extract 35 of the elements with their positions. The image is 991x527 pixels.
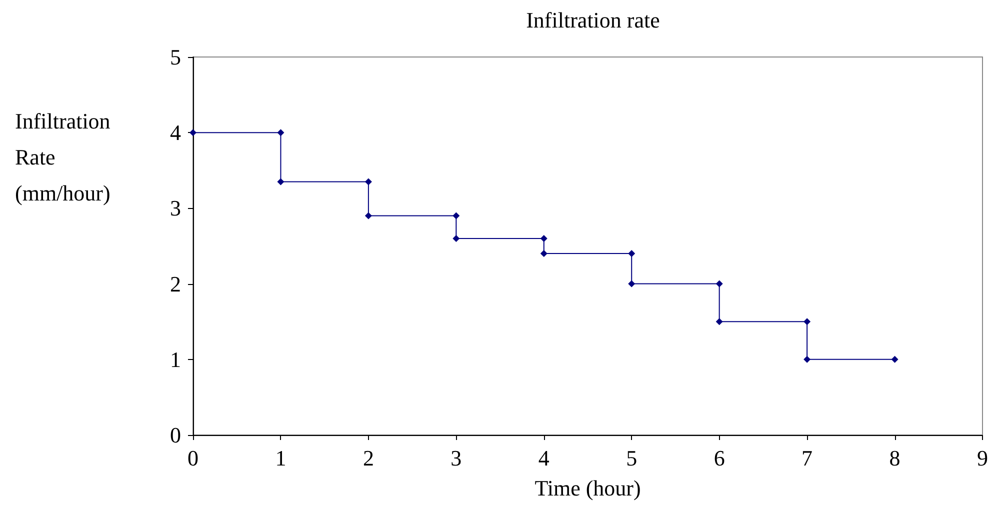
x-tick-label: 5 [626, 446, 638, 470]
point [716, 280, 723, 288]
x-tick-label: 4 [538, 446, 550, 470]
point [891, 356, 898, 363]
y-tick-label: 5 [170, 44, 181, 70]
point [452, 234, 460, 242]
y-tick-label: 2 [170, 271, 181, 296]
y-tick-label: 4 [170, 120, 181, 146]
point [452, 212, 460, 220]
point [277, 129, 284, 136]
x-tick-label: 9 [977, 446, 988, 470]
point [277, 178, 284, 186]
x-tick-label: 6 [714, 446, 725, 470]
point [716, 318, 723, 326]
y-tick-label: 1 [170, 346, 181, 372]
x-tick-label: 2 [362, 446, 374, 470]
y-tick-label: 0 [170, 422, 181, 448]
chart-title: Infiltration rate [526, 8, 660, 32]
point [628, 280, 636, 288]
x-tick-label: 1 [275, 446, 286, 470]
x-tick-label: 3 [450, 446, 462, 470]
point [804, 318, 811, 326]
x-tick-label: 8 [889, 446, 900, 470]
point [540, 250, 548, 258]
x-axis-title: Time (hour) [534, 476, 641, 500]
point [540, 234, 548, 242]
point [364, 212, 372, 220]
y-axis-title: Infiltration Rate (mm/hour) [15, 108, 110, 206]
x-tick-label: 0 [188, 446, 198, 470]
x-tick-label: 7 [802, 446, 813, 470]
point [364, 178, 372, 186]
y-tick-label: 3 [170, 196, 181, 221]
point [804, 356, 811, 363]
point [628, 250, 636, 258]
point [190, 129, 196, 136]
